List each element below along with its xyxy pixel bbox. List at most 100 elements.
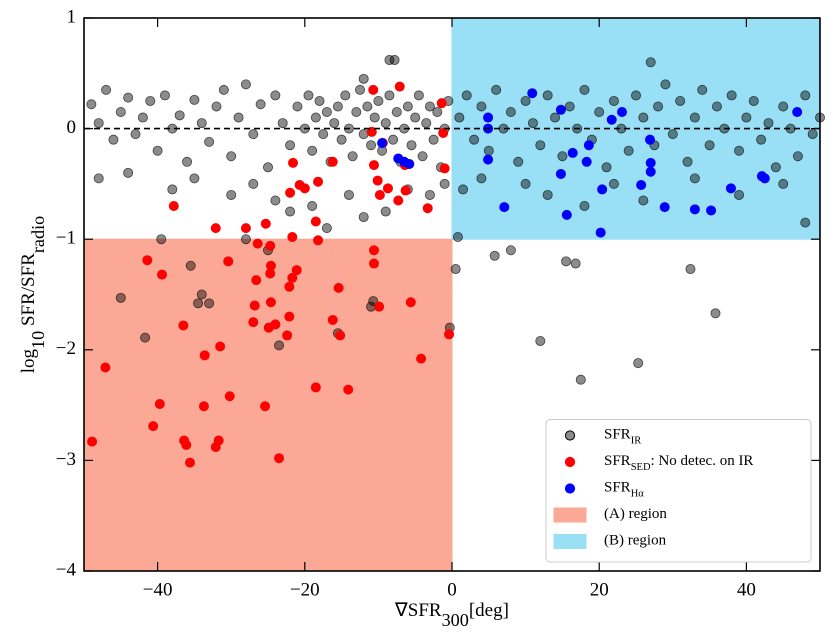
point: [595, 227, 606, 238]
point: [667, 129, 678, 140]
point: [380, 206, 391, 217]
point: [233, 112, 244, 123]
legend-swatch: [553, 534, 587, 549]
point: [255, 99, 266, 110]
point: [689, 112, 700, 123]
point: [284, 281, 295, 292]
point: [711, 101, 722, 112]
point: [148, 421, 159, 432]
point: [421, 118, 432, 129]
point: [332, 101, 343, 112]
point: [196, 118, 207, 129]
y-axis-label-part: radio: [28, 216, 48, 253]
point: [748, 95, 759, 106]
point: [251, 275, 262, 286]
point: [557, 151, 568, 162]
point: [520, 95, 531, 106]
point: [226, 189, 237, 200]
point: [380, 118, 391, 129]
point: [185, 260, 196, 271]
point: [178, 320, 189, 331]
point: [682, 156, 693, 167]
point: [310, 216, 321, 227]
point: [391, 107, 402, 118]
point: [400, 185, 411, 196]
point: [299, 183, 310, 194]
legend-label-part: Hα: [631, 488, 645, 499]
point: [555, 104, 566, 115]
point: [137, 112, 148, 123]
point: [778, 178, 789, 189]
point: [505, 245, 516, 256]
point: [520, 178, 531, 189]
point: [706, 205, 717, 216]
point: [179, 435, 190, 446]
point: [260, 401, 271, 412]
point: [130, 129, 141, 140]
point: [697, 84, 708, 95]
point: [413, 90, 424, 101]
point: [388, 134, 399, 145]
point: [156, 234, 167, 245]
point: [406, 140, 417, 151]
point: [436, 98, 447, 109]
point: [282, 330, 293, 341]
point: [358, 212, 369, 223]
point: [291, 265, 302, 276]
point: [561, 209, 572, 220]
y-tick-label: −4: [56, 559, 77, 580]
point: [327, 314, 338, 325]
point: [262, 162, 273, 173]
legend-swatch: [553, 507, 587, 523]
legend-label: (A) region: [604, 506, 667, 522]
point: [270, 319, 281, 330]
point: [123, 92, 134, 103]
point: [321, 107, 332, 118]
point: [270, 195, 281, 206]
point: [101, 84, 112, 95]
point: [483, 154, 494, 165]
point: [215, 341, 226, 352]
point: [218, 84, 229, 95]
x-tick-label: −20: [290, 579, 320, 600]
point: [513, 156, 524, 167]
point: [115, 292, 126, 303]
point: [260, 218, 271, 229]
point: [424, 101, 435, 112]
point: [369, 112, 380, 123]
point: [115, 107, 126, 118]
point: [555, 168, 566, 179]
point: [288, 157, 299, 168]
point: [550, 112, 561, 123]
point: [561, 256, 572, 267]
point: [303, 90, 314, 101]
point: [601, 162, 612, 173]
point: [608, 178, 619, 189]
point: [318, 129, 329, 140]
legend-marker: [564, 483, 576, 494]
point: [404, 158, 415, 169]
point: [685, 264, 696, 275]
point: [307, 145, 318, 156]
point: [310, 112, 321, 123]
point: [193, 298, 204, 309]
point: [394, 81, 405, 92]
point: [198, 401, 209, 412]
y-axis-label-part: 10: [28, 331, 48, 349]
point: [594, 107, 605, 118]
point: [807, 129, 818, 140]
point: [199, 350, 210, 361]
point: [438, 128, 449, 139]
point: [583, 140, 594, 151]
point: [689, 173, 700, 184]
point: [142, 255, 153, 266]
x-axis-label: ∇SFR300[deg]: [394, 600, 509, 630]
point: [145, 95, 156, 106]
point: [417, 151, 428, 162]
point: [450, 264, 461, 275]
x-tick-label: −40: [143, 579, 173, 600]
point: [335, 330, 346, 341]
point: [368, 84, 379, 95]
